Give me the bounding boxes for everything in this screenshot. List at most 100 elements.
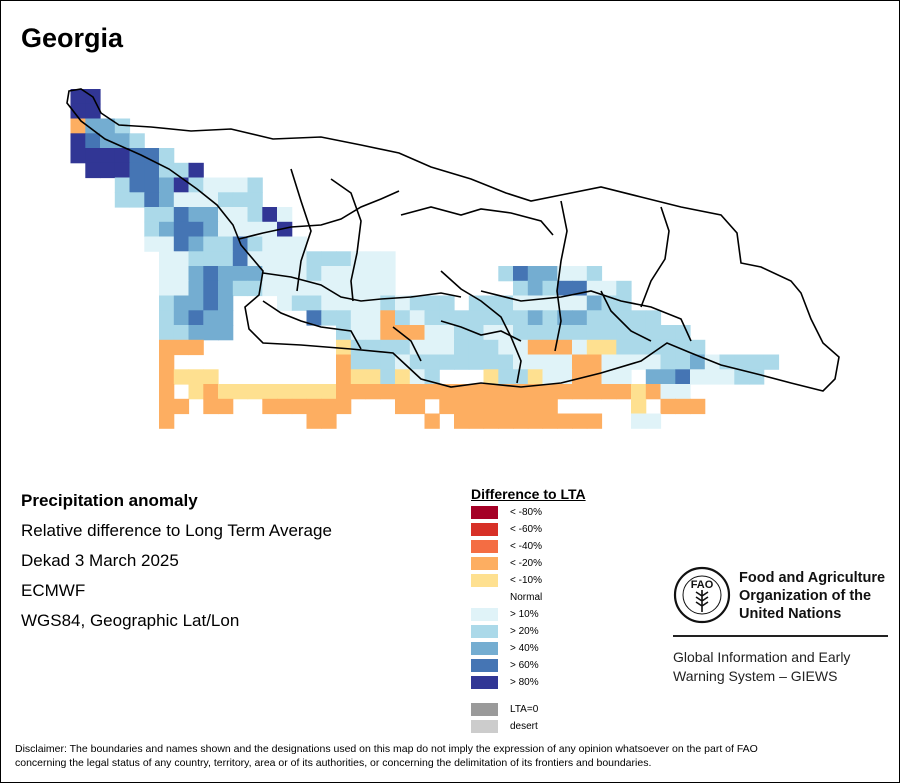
grid-cell	[395, 369, 411, 385]
grid-cell	[424, 384, 440, 400]
grid-cell	[409, 310, 426, 326]
grid-cell	[527, 384, 544, 400]
system-name: Global Information and Early Warning Sys…	[673, 648, 850, 686]
grid-cell	[395, 310, 411, 326]
grid-cell	[454, 384, 470, 400]
grid-cell	[439, 295, 455, 311]
grid-cell	[188, 369, 204, 385]
grid-cell	[380, 310, 396, 326]
grid-cell	[498, 295, 514, 311]
grid-cell	[631, 339, 647, 356]
grid-cell	[247, 384, 263, 400]
grid-cell	[232, 207, 249, 223]
grid-cell	[749, 354, 765, 370]
grid-cell	[675, 354, 691, 370]
legend-swatch	[471, 540, 498, 553]
grid-cell	[527, 266, 544, 282]
grid-cell	[409, 398, 426, 415]
grid-cell	[513, 325, 529, 341]
grid-cell	[277, 251, 293, 267]
legend-swatch	[471, 591, 498, 604]
system-name-line-2: Warning System – GIEWS	[673, 668, 838, 684]
grid-cell	[498, 413, 514, 429]
grid-cell	[232, 384, 249, 400]
grid-cell	[262, 207, 278, 223]
grid-cell	[483, 339, 499, 356]
grid-cell	[690, 339, 706, 356]
grid-cell	[527, 325, 544, 341]
grid-cell	[321, 384, 337, 400]
grid-cell	[542, 280, 558, 297]
grid-cell	[218, 325, 234, 341]
grid-cell	[645, 413, 662, 429]
grid-cell	[203, 236, 219, 252]
disclaimer-line-2: concerning the legal status of any count…	[15, 757, 652, 769]
grid-cell	[159, 384, 175, 400]
grid-cell	[188, 280, 204, 297]
grid-cell	[247, 177, 263, 193]
map-period: Dekad 3 March 2025	[21, 551, 179, 570]
grid-cell	[660, 354, 676, 370]
grid-cell	[218, 280, 234, 297]
grid-cell	[247, 251, 263, 267]
grid-cell	[203, 177, 219, 193]
grid-cell	[306, 251, 322, 267]
grid-cell	[336, 251, 352, 267]
grid-cell	[660, 339, 676, 356]
grid-cell	[586, 384, 603, 400]
grid-cell	[321, 295, 337, 311]
grid-cell	[350, 354, 367, 370]
grid-cell	[498, 339, 514, 356]
grid-cell	[159, 369, 175, 385]
grid-cell	[660, 384, 676, 400]
anomaly-grid	[70, 89, 780, 429]
grid-cell	[100, 148, 116, 164]
grid-cell	[218, 192, 234, 208]
grid-cell	[409, 384, 426, 400]
organization-name-line-3: United Nations	[739, 606, 842, 622]
legend-swatch	[471, 642, 498, 655]
grid-cell	[439, 325, 455, 341]
grid-cell	[262, 280, 278, 297]
disclaimer-line-1: Disclaimer: The boundaries and names sho…	[15, 743, 758, 755]
grid-cell	[557, 266, 573, 282]
grid-cell	[232, 177, 249, 193]
grid-cell	[277, 236, 293, 252]
grid-cell	[527, 310, 544, 326]
grid-cell	[188, 266, 204, 282]
grid-cell	[395, 398, 411, 415]
grid-cell	[85, 148, 101, 164]
grid-cell	[144, 162, 160, 179]
grid-cell	[601, 384, 617, 400]
grid-cell	[601, 310, 617, 326]
grid-cell	[129, 162, 145, 179]
grid-cell	[350, 310, 367, 326]
grid-cell	[527, 354, 544, 370]
grid-cell	[660, 398, 676, 415]
grid-cell	[586, 266, 603, 282]
grid-cell	[173, 369, 190, 385]
legend-label: > 80%	[510, 677, 539, 688]
grid-cell	[129, 133, 145, 149]
grid-cell	[232, 192, 249, 208]
grid-cell	[675, 325, 691, 341]
grid-cell	[336, 369, 352, 385]
grid-cell	[188, 325, 204, 341]
grid-cell	[542, 266, 558, 282]
grid-cell	[232, 280, 249, 297]
grid-cell	[203, 398, 219, 415]
grid-cell	[173, 266, 190, 282]
grid-cell	[454, 413, 470, 429]
grid-cell	[690, 369, 706, 385]
grid-cell	[159, 325, 175, 341]
legend-swatch	[471, 608, 498, 621]
grid-cell	[129, 177, 145, 193]
grid-cell	[321, 251, 337, 267]
south-ossetia-boundary	[400, 206, 554, 236]
grid-cell	[513, 266, 529, 282]
grid-cell	[616, 354, 632, 370]
grid-cell	[262, 384, 278, 400]
grid-cell	[645, 354, 662, 370]
grid-cell	[336, 339, 352, 356]
